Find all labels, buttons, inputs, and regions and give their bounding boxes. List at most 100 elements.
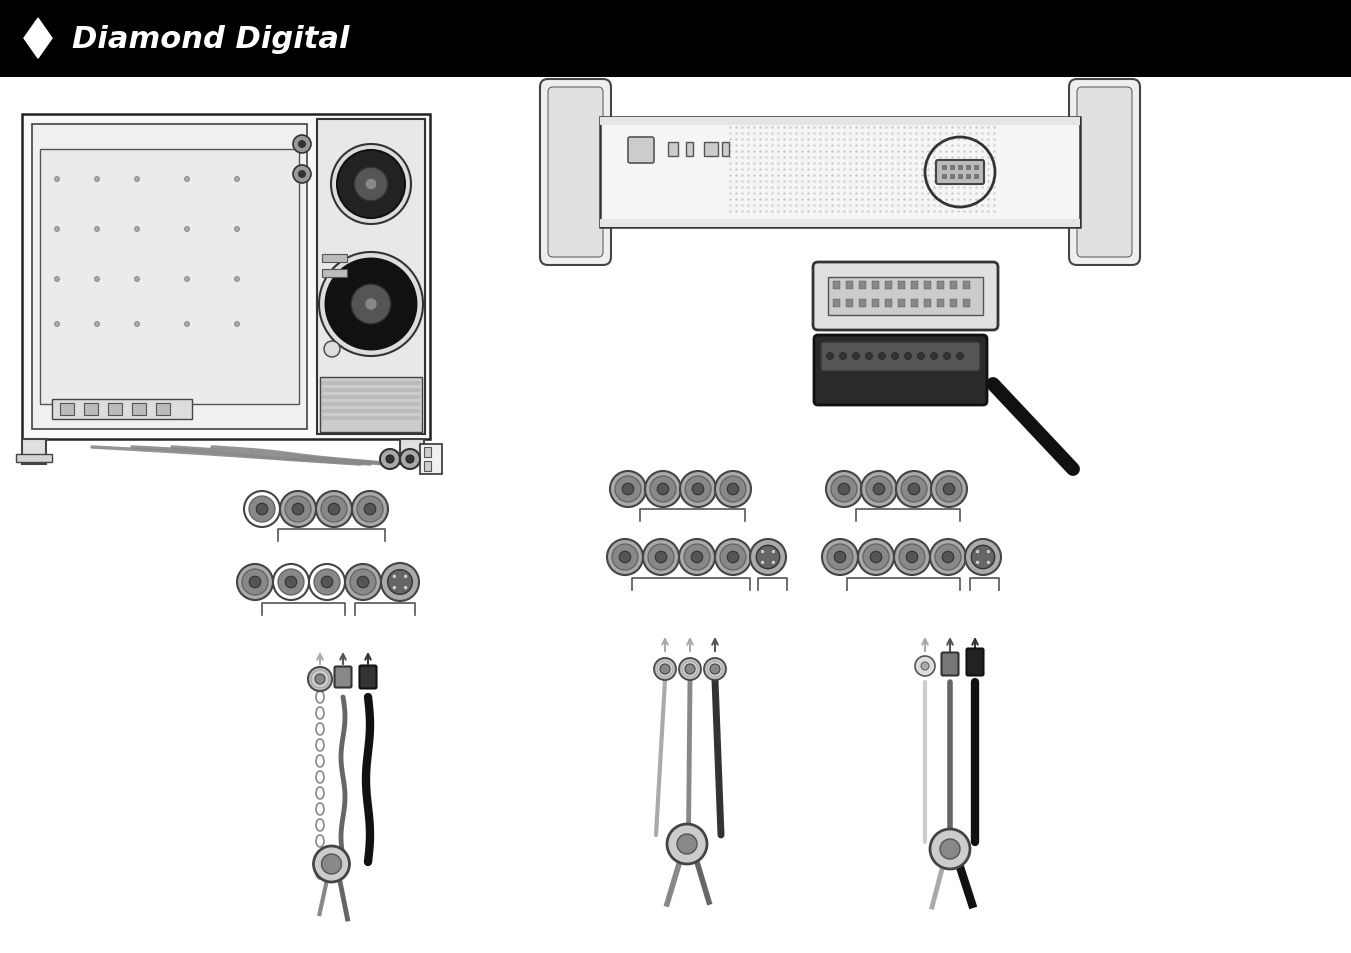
Bar bbox=[686, 143, 693, 157]
Bar bbox=[51, 399, 192, 419]
Bar bbox=[84, 403, 99, 416]
Circle shape bbox=[727, 552, 739, 563]
Bar bbox=[322, 416, 420, 420]
Circle shape bbox=[839, 354, 847, 360]
Bar bbox=[966, 166, 971, 171]
Circle shape bbox=[655, 552, 667, 563]
Circle shape bbox=[907, 552, 917, 563]
Circle shape bbox=[54, 227, 59, 233]
Circle shape bbox=[313, 846, 350, 882]
Circle shape bbox=[285, 577, 297, 588]
Circle shape bbox=[278, 570, 304, 596]
Circle shape bbox=[242, 570, 267, 596]
Circle shape bbox=[667, 824, 707, 864]
Circle shape bbox=[357, 497, 382, 522]
Circle shape bbox=[975, 560, 979, 565]
Circle shape bbox=[257, 504, 267, 516]
Circle shape bbox=[685, 664, 694, 675]
Circle shape bbox=[761, 560, 765, 565]
Circle shape bbox=[95, 177, 100, 182]
Bar bbox=[885, 299, 892, 308]
Circle shape bbox=[54, 177, 59, 182]
Bar bbox=[424, 461, 431, 472]
FancyBboxPatch shape bbox=[936, 161, 984, 185]
Bar bbox=[942, 174, 947, 180]
Bar bbox=[966, 174, 971, 180]
Circle shape bbox=[293, 166, 311, 184]
Circle shape bbox=[612, 544, 638, 570]
Circle shape bbox=[650, 476, 676, 502]
Circle shape bbox=[692, 552, 703, 563]
Circle shape bbox=[615, 476, 640, 502]
Bar bbox=[924, 299, 931, 308]
Circle shape bbox=[942, 552, 954, 563]
Circle shape bbox=[245, 492, 280, 527]
Circle shape bbox=[643, 539, 680, 576]
Bar bbox=[950, 174, 955, 180]
Circle shape bbox=[838, 484, 850, 496]
Circle shape bbox=[915, 657, 935, 677]
Circle shape bbox=[704, 659, 725, 680]
Circle shape bbox=[720, 476, 746, 502]
Circle shape bbox=[929, 539, 966, 576]
Bar bbox=[963, 299, 970, 308]
Circle shape bbox=[654, 659, 676, 680]
Bar bbox=[394, 455, 430, 462]
Circle shape bbox=[684, 544, 711, 570]
Bar bbox=[322, 270, 347, 277]
Bar bbox=[16, 455, 51, 462]
Circle shape bbox=[319, 253, 423, 356]
Circle shape bbox=[870, 552, 882, 563]
Circle shape bbox=[677, 834, 697, 854]
Circle shape bbox=[866, 354, 873, 360]
Circle shape bbox=[249, 577, 261, 588]
Circle shape bbox=[940, 840, 961, 859]
Circle shape bbox=[392, 586, 397, 590]
Circle shape bbox=[273, 564, 309, 600]
Circle shape bbox=[293, 136, 311, 153]
Circle shape bbox=[866, 476, 892, 502]
Circle shape bbox=[326, 259, 416, 351]
Circle shape bbox=[892, 354, 898, 360]
Circle shape bbox=[380, 450, 400, 470]
Bar bbox=[911, 282, 917, 290]
Circle shape bbox=[727, 484, 739, 496]
Circle shape bbox=[908, 484, 920, 496]
FancyBboxPatch shape bbox=[942, 653, 958, 676]
Circle shape bbox=[404, 586, 408, 590]
Circle shape bbox=[316, 492, 353, 527]
Circle shape bbox=[386, 456, 394, 463]
Circle shape bbox=[917, 354, 924, 360]
Circle shape bbox=[299, 171, 305, 179]
Circle shape bbox=[929, 829, 970, 869]
Bar bbox=[834, 282, 840, 290]
Circle shape bbox=[357, 577, 369, 588]
Circle shape bbox=[407, 456, 413, 463]
Circle shape bbox=[354, 168, 388, 202]
Bar bbox=[667, 143, 678, 157]
Bar bbox=[859, 299, 866, 308]
Circle shape bbox=[692, 484, 704, 496]
FancyBboxPatch shape bbox=[815, 335, 988, 406]
Circle shape bbox=[771, 550, 775, 555]
Circle shape bbox=[715, 539, 751, 576]
Bar bbox=[155, 403, 170, 416]
Bar bbox=[898, 299, 905, 308]
Bar bbox=[834, 299, 840, 308]
Circle shape bbox=[771, 560, 775, 565]
Bar bbox=[950, 282, 957, 290]
Bar bbox=[721, 143, 730, 157]
Circle shape bbox=[95, 322, 100, 327]
Circle shape bbox=[185, 322, 189, 327]
Circle shape bbox=[331, 145, 411, 225]
Circle shape bbox=[388, 570, 412, 595]
Bar bbox=[400, 439, 424, 464]
Bar bbox=[938, 299, 944, 308]
Circle shape bbox=[365, 179, 377, 191]
Circle shape bbox=[308, 667, 332, 691]
Circle shape bbox=[235, 177, 239, 182]
Bar bbox=[846, 282, 852, 290]
FancyBboxPatch shape bbox=[1077, 88, 1132, 257]
Bar bbox=[974, 166, 979, 171]
Circle shape bbox=[834, 552, 846, 563]
